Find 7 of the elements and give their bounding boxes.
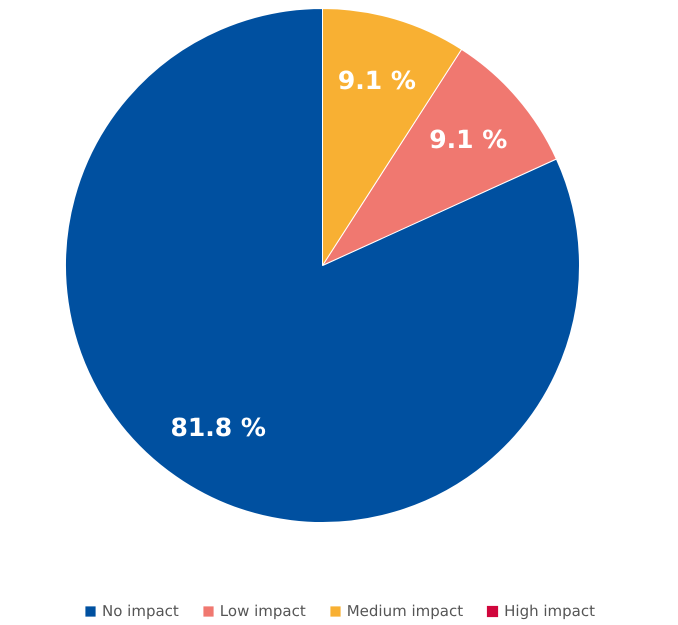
data-label: 9.1 % (429, 124, 508, 154)
legend-label: High impact (504, 602, 595, 620)
data-label: 81.8 % (170, 413, 266, 442)
legend-label: No impact (102, 602, 179, 620)
legend-label: Medium impact (346, 602, 464, 620)
data-label: 9.1 % (338, 66, 416, 96)
legend-label: Low impact (220, 602, 306, 620)
